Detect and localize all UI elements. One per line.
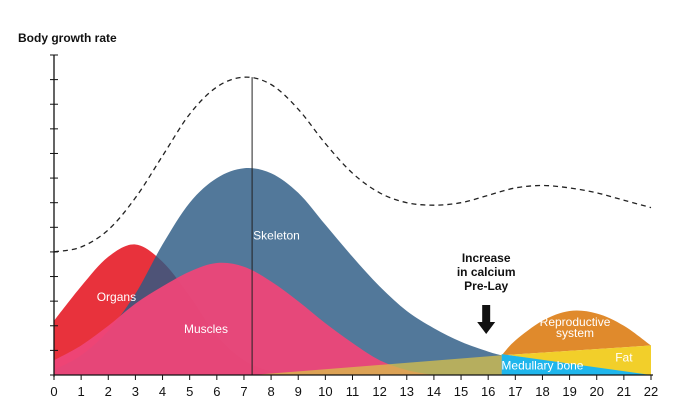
x-tick-label: 9 [295,384,302,399]
x-tick-label: 3 [132,384,139,399]
area-fat [501,345,651,375]
area-reproductive-system [501,310,651,356]
area-muscles [54,262,434,375]
x-tick-label: 5 [186,384,193,399]
x-tick-label: 0 [50,384,57,399]
y-axis-label: Body growth rate [18,31,117,45]
x-tick-label: 1 [78,384,85,399]
x-tick-label: 15 [454,384,468,399]
label-reproductive-1: Reproductive [540,315,611,329]
x-tick-label: 17 [508,384,522,399]
x-tick-label: 14 [427,384,441,399]
area-medullary-bone [501,354,651,375]
x-tick-label: 10 [318,384,332,399]
x-tick-label: 18 [535,384,549,399]
x-tick-label: 21 [617,384,631,399]
x-tick-label: 2 [105,384,112,399]
line-body-growth [53,76,652,253]
x-tick-label: 13 [400,384,414,399]
label-reproductive-2: system [556,326,594,340]
x-tick-label: 7 [240,384,247,399]
x-tick-label: 19 [562,384,576,399]
annotation-line-1: Increase [462,251,511,265]
area-calcium-wedge [252,355,502,375]
label-medullary-bone: Medullary bone [501,358,583,372]
label-fat: Fat [615,350,633,364]
annotation-arrow [477,305,496,334]
x-tick-label: 6 [213,384,220,399]
axes-layer: 0 1 2 3 4 5 6 7 8 9 10 11 12 13 14 15 16 17 18 19 20 21 22 [50,54,658,399]
label-muscles: Muscles [184,322,228,336]
x-tick-label: 16 [481,384,495,399]
x-tick-label: 20 [589,384,603,399]
x-tick-label: 22 [644,384,658,399]
x-tick-label: 11 [346,384,360,399]
x-tick-label: 8 [267,384,274,399]
x-tick-label: 12 [372,384,386,399]
x-tick-label: 4 [159,384,166,399]
label-organs: Organs [97,290,136,304]
annotation-line-3: Pre-Lay [464,279,508,293]
label-skeleton: Skeleton [253,229,300,243]
area-layer [54,168,651,375]
line-layer [53,76,652,375]
annotation-line-2: in calcium [457,265,516,279]
